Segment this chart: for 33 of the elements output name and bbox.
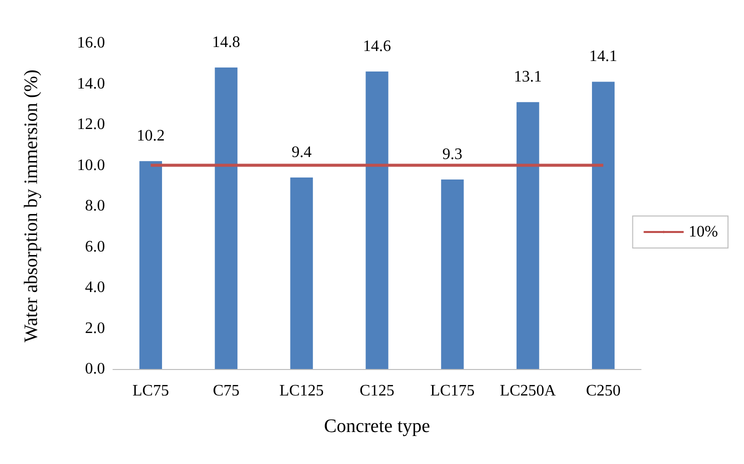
y-tick-label: 4.0	[85, 279, 105, 296]
bar	[592, 82, 615, 369]
data-label: 10.2	[136, 128, 165, 145]
y-tick-label: 2.0	[85, 320, 105, 337]
x-tick-label: LC250A	[500, 382, 556, 400]
x-tick-label: C75	[212, 382, 240, 400]
x-tick-label: C250	[586, 382, 621, 400]
data-label: 14.8	[212, 34, 240, 51]
y-tick-label: 6.0	[85, 238, 105, 256]
data-label: 14.6	[363, 38, 391, 56]
data-label: 14.1	[589, 48, 618, 66]
y-tick-label: 0.0	[85, 360, 105, 378]
x-tick-label: LC175	[430, 382, 475, 400]
data-label: 9.3	[442, 146, 462, 164]
bar	[290, 177, 313, 369]
y-tick-label: 16.0	[77, 34, 105, 52]
bar	[366, 72, 388, 369]
bar	[516, 102, 540, 369]
x-tick-label: LC75	[132, 382, 169, 400]
bar	[139, 161, 162, 369]
data-label: 9.4	[292, 144, 312, 161]
x-tick-label: LC125	[279, 382, 324, 400]
bar	[214, 67, 238, 369]
x-axis-title: Concrete type	[324, 416, 430, 437]
y-tick-label: 12.0	[77, 116, 105, 133]
y-tick-label: 8.0	[85, 198, 105, 214]
legend-label: 10%	[688, 224, 718, 240]
y-axis-title: Water absorption by immersion (%)	[21, 70, 42, 342]
bar	[441, 180, 464, 369]
x-tick-label: C125	[360, 382, 394, 400]
y-tick-label: 14.0	[77, 75, 105, 92]
y-tick-label: 10.0	[77, 156, 105, 174]
data-label: 13.1	[514, 68, 542, 86]
